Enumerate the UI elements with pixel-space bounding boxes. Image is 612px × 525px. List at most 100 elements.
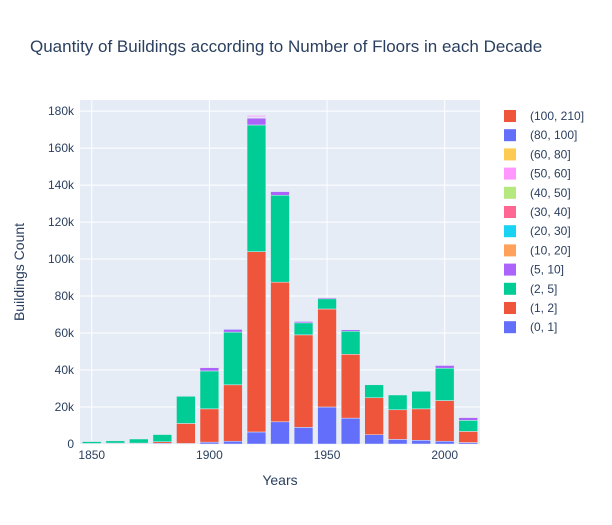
legend-swatch — [504, 186, 516, 199]
legend-swatch — [504, 321, 516, 334]
bar-segment[interactable] — [364, 384, 384, 399]
bar-segment[interactable] — [340, 330, 361, 355]
bar-segment[interactable] — [270, 421, 290, 445]
bar-segment[interactable] — [246, 251, 267, 433]
bar-segment[interactable] — [293, 334, 314, 428]
bar-segment[interactable] — [82, 441, 102, 444]
bar-segment[interactable] — [340, 417, 361, 445]
legend-item[interactable]: (80, 100] — [504, 128, 577, 142]
bar-segment[interactable] — [387, 439, 408, 445]
bar-segment[interactable] — [152, 434, 173, 443]
y-tick-label: 140k — [48, 178, 75, 192]
bar-segment[interactable] — [223, 329, 243, 333]
bar-segment[interactable] — [387, 394, 408, 411]
x-tick-label: 1900 — [196, 448, 223, 462]
bar-segment[interactable] — [458, 431, 478, 443]
legend-item[interactable]: (30, 40] — [504, 205, 571, 219]
bar-segment[interactable] — [411, 440, 431, 445]
chart-title: Quantity of Buildings according to Numbe… — [30, 37, 542, 56]
bar-segment[interactable] — [435, 367, 455, 401]
bar-segment[interactable] — [411, 391, 431, 410]
x-tick-label: 2000 — [431, 448, 458, 462]
y-tick-label: 60k — [55, 326, 75, 340]
bar-segment[interactable] — [105, 440, 125, 444]
legend-label: (10, 20] — [530, 243, 571, 257]
bar-segment[interactable] — [199, 370, 220, 410]
bar-segment[interactable] — [435, 365, 455, 369]
y-tick-label: 160k — [48, 141, 75, 155]
bar-segment[interactable] — [246, 124, 267, 252]
legend-swatch — [504, 167, 516, 180]
legend-label: (20, 30] — [530, 224, 571, 238]
bar-segment[interactable] — [458, 417, 478, 421]
bar-segment[interactable] — [223, 384, 243, 442]
legend-item[interactable]: (2, 5] — [504, 282, 557, 296]
bar-segment[interactable] — [411, 408, 431, 441]
legend-label: (60, 80] — [530, 147, 571, 161]
legend-label: (1, 2] — [530, 301, 557, 315]
bar-segment[interactable] — [293, 427, 314, 445]
bar-segment[interactable] — [458, 420, 478, 432]
y-axis-title: Buildings Count — [11, 223, 27, 321]
legend[interactable]: (100, 210] (80, 100] (60, 80] (50, 60] (40, … — [504, 109, 584, 334]
bar-segment[interactable] — [364, 397, 384, 436]
bar-segment[interactable] — [246, 431, 267, 445]
x-tick-label: 1950 — [314, 448, 341, 462]
y-tick-label: 40k — [55, 363, 75, 377]
bar-segment[interactable] — [387, 409, 408, 440]
x-axis-ticks: 1850 1900 1950 2000 — [78, 448, 458, 462]
legend-item[interactable]: (1, 2] — [504, 301, 557, 315]
legend-item[interactable]: (5, 10] — [504, 263, 564, 277]
legend-label: (5, 10] — [530, 263, 564, 277]
legend-item[interactable]: (50, 60] — [504, 167, 571, 181]
legend-item[interactable]: (100, 210] — [504, 109, 584, 123]
bar-segment[interactable] — [199, 408, 220, 443]
legend-swatch — [504, 206, 516, 218]
bar-segment[interactable] — [317, 298, 337, 310]
bar-segment[interactable] — [176, 396, 196, 424]
bar-segment[interactable] — [223, 331, 243, 386]
bar-segment[interactable] — [435, 440, 455, 445]
bar-segment[interactable] — [246, 117, 267, 126]
bar-segment[interactable] — [364, 434, 384, 445]
legend-swatch — [504, 282, 516, 295]
legend-item[interactable]: (20, 30] — [504, 224, 571, 238]
bar-segment[interactable] — [270, 191, 290, 196]
legend-swatch — [504, 225, 516, 238]
legend-label: (40, 50] — [530, 186, 571, 200]
legend-swatch — [504, 244, 516, 257]
legend-label: (30, 40] — [530, 205, 571, 219]
legend-swatch — [504, 263, 516, 276]
bar-segment[interactable] — [129, 438, 149, 444]
bar-segment[interactable] — [435, 400, 455, 442]
bar-segment[interactable] — [293, 322, 314, 336]
legend-label: (100, 210] — [530, 109, 584, 123]
y-axis-ticks: 0 20k 40k 60k 80k 100k 120k 140k 160k 180k — [48, 104, 75, 451]
legend-swatch — [504, 110, 516, 122]
bar-segment[interactable] — [317, 406, 337, 445]
legend-label: (0, 1] — [530, 320, 557, 334]
bars-group — [82, 114, 478, 445]
legend-label: (50, 60] — [530, 167, 571, 181]
bar-segment[interactable] — [317, 308, 337, 408]
legend-item[interactable]: (0, 1] — [504, 320, 557, 334]
y-tick-label: 120k — [48, 215, 75, 229]
x-tick-label: 1850 — [78, 448, 105, 462]
y-tick-label: 0 — [67, 437, 74, 451]
legend-item[interactable]: (60, 80] — [504, 147, 571, 161]
bar-segment[interactable] — [340, 354, 361, 419]
x-axis-title: Years — [262, 472, 297, 488]
y-tick-label: 80k — [55, 289, 75, 303]
legend-label: (80, 100] — [530, 128, 577, 142]
legend-label: (2, 5] — [530, 282, 557, 296]
bar-segment[interactable] — [176, 423, 196, 444]
bar-segment[interactable] — [199, 367, 220, 372]
bar-segment[interactable] — [270, 194, 290, 283]
bar-segment[interactable] — [270, 281, 290, 423]
legend-item[interactable]: (40, 50] — [504, 186, 571, 200]
bar-segment[interactable] — [199, 441, 220, 445]
y-tick-label: 180k — [48, 104, 75, 118]
bar-segment[interactable] — [223, 440, 243, 445]
legend-item[interactable]: (10, 20] — [504, 243, 571, 257]
